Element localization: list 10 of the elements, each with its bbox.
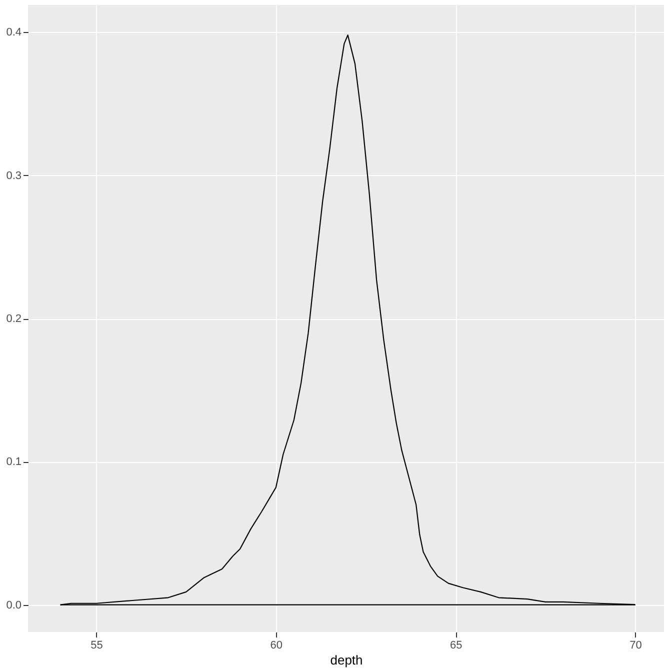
x-tick-label: 70 bbox=[630, 640, 642, 652]
y-tick-label: 0.3 bbox=[6, 170, 22, 182]
x-tick-label: 60 bbox=[270, 640, 283, 652]
x-tick-label: 55 bbox=[90, 640, 103, 652]
y-tick-label: 0.0 bbox=[6, 599, 22, 612]
y-tick-label: 0.1 bbox=[6, 456, 22, 468]
y-tick-label: 0.2 bbox=[6, 313, 22, 325]
y-tick-label: 0.4 bbox=[6, 26, 22, 39]
x-tick-label: 65 bbox=[450, 640, 462, 652]
x-axis-title: depth bbox=[330, 652, 363, 668]
